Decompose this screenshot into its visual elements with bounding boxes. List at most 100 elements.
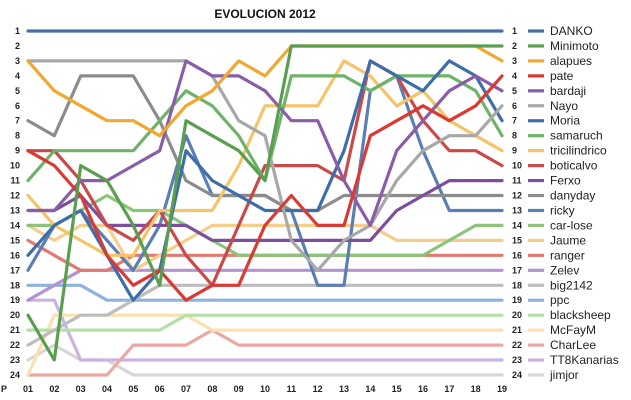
y-tick-right: 21 bbox=[512, 325, 522, 335]
x-tick: 05 bbox=[128, 384, 138, 394]
legend-item: Jaume bbox=[528, 233, 586, 247]
y-tick-right: 2 bbox=[512, 41, 517, 51]
y-tick-right: 4 bbox=[512, 71, 517, 81]
y-tick-left: 18 bbox=[10, 280, 20, 290]
legend-item: ppc bbox=[528, 293, 569, 307]
legend-label: Moria bbox=[550, 114, 580, 128]
legend-item: samaruch bbox=[528, 129, 603, 143]
legend-label: samaruch bbox=[550, 129, 603, 143]
legend-item: McFayM bbox=[528, 323, 596, 337]
y-tick-left: 11 bbox=[10, 176, 20, 186]
y-tick-right: 9 bbox=[512, 146, 517, 156]
x-tick: 13 bbox=[339, 384, 349, 394]
x-tick: 16 bbox=[418, 384, 428, 394]
y-tick-left: 2 bbox=[15, 41, 20, 51]
y-tick-right: 15 bbox=[512, 235, 522, 245]
y-tick-right: 11 bbox=[512, 176, 522, 186]
y-tick-right: 10 bbox=[512, 161, 522, 171]
legend-label: blacksheep bbox=[550, 308, 611, 322]
legend-label: boticalvo bbox=[550, 159, 598, 173]
y-tick-left: 9 bbox=[15, 146, 20, 156]
x-tick: 08 bbox=[207, 384, 217, 394]
x-tick: 04 bbox=[102, 384, 112, 394]
legend-label: Minimoto bbox=[550, 39, 599, 53]
series-line-car-lose bbox=[26, 193, 504, 257]
legend-item: Minimoto bbox=[528, 39, 599, 53]
legend-label: big2142 bbox=[550, 278, 593, 292]
x-tick: 17 bbox=[444, 384, 454, 394]
y-tick-left: 8 bbox=[15, 131, 20, 141]
series-line-charlee bbox=[26, 328, 504, 377]
legend-label: ranger bbox=[550, 248, 585, 262]
legend-label: CharLee bbox=[550, 338, 596, 352]
legend-label: Jaume bbox=[550, 233, 586, 247]
x-axis-prefix: P bbox=[1, 384, 7, 394]
series-line-nayo bbox=[26, 59, 504, 272]
y-tick-left: 20 bbox=[10, 310, 20, 320]
y-tick-left: 22 bbox=[10, 340, 20, 350]
x-tick: 19 bbox=[497, 384, 507, 394]
legend-label: ricky bbox=[550, 203, 575, 217]
y-tick-right: 8 bbox=[512, 131, 517, 141]
legend-label: Zelev bbox=[550, 263, 579, 277]
x-tick: 09 bbox=[234, 384, 244, 394]
legend-label: DANKO bbox=[550, 24, 593, 38]
y-tick-right: 24 bbox=[512, 370, 522, 380]
legend-label: Ferxo bbox=[550, 174, 581, 188]
y-tick-left: 16 bbox=[10, 250, 20, 260]
legend-item: DANKO bbox=[528, 24, 593, 38]
legend-item: ranger bbox=[528, 248, 585, 262]
y-tick-left: 5 bbox=[15, 86, 20, 96]
series-line-pate bbox=[26, 74, 504, 302]
y-tick-left: 4 bbox=[15, 71, 20, 81]
x-tick: 02 bbox=[49, 384, 59, 394]
legend-item: pate bbox=[528, 69, 574, 83]
series-line-ppc bbox=[26, 283, 504, 302]
y-tick-left: 23 bbox=[10, 355, 20, 365]
y-tick-right: 5 bbox=[512, 86, 517, 96]
legend-item: Moria bbox=[528, 114, 580, 128]
x-tick: 10 bbox=[260, 384, 270, 394]
y-tick-left: 6 bbox=[15, 101, 20, 111]
y-tick-left: 12 bbox=[10, 191, 20, 201]
legend-item: blacksheep bbox=[528, 308, 611, 322]
y-tick-right: 18 bbox=[512, 280, 522, 290]
y-tick-right: 19 bbox=[512, 295, 522, 305]
y-tick-left: 10 bbox=[10, 161, 20, 171]
series-line-tt8kanarias bbox=[26, 298, 504, 362]
y-tick-left: 13 bbox=[10, 205, 20, 215]
x-tick: 18 bbox=[471, 384, 481, 394]
legend-item: alapues bbox=[528, 54, 592, 68]
y-tick-left: 3 bbox=[15, 56, 20, 66]
y-tick-left: 15 bbox=[10, 235, 20, 245]
x-tick: 07 bbox=[181, 384, 191, 394]
y-tick-right: 17 bbox=[512, 265, 522, 275]
legend-item: tricilindrico bbox=[528, 144, 607, 158]
legend-label: tricilindrico bbox=[550, 144, 607, 158]
x-tick: 03 bbox=[76, 384, 86, 394]
legend-label: Nayo bbox=[550, 99, 578, 113]
y-tick-left: 24 bbox=[10, 370, 20, 380]
legend-label: pate bbox=[550, 69, 574, 83]
legend-item: Nayo bbox=[528, 99, 578, 113]
legend-item: car-lose bbox=[528, 218, 593, 232]
legend-item: ricky bbox=[528, 203, 575, 217]
x-axis: P 01 02 03 04 05 06 07 08 09 10 11 12 13 14 15 16 17 18 19 bbox=[1, 384, 507, 394]
y-tick-left: 21 bbox=[10, 325, 20, 335]
legend-item: jimjor bbox=[528, 368, 579, 382]
y-tick-right: 13 bbox=[512, 205, 522, 215]
y-tick-left: 14 bbox=[10, 220, 20, 230]
y-tick-right: 23 bbox=[512, 355, 522, 365]
series-line-big2142 bbox=[26, 283, 504, 347]
legend-item: big2142 bbox=[528, 278, 593, 292]
x-tick: 14 bbox=[365, 384, 375, 394]
legend: DANKOMinimotoalapuespatebardajiNayoMoria… bbox=[528, 24, 619, 382]
legend-label: bardaji bbox=[550, 84, 586, 98]
y-tick-right: 1 bbox=[512, 26, 517, 36]
y-tick-left: 17 bbox=[10, 265, 20, 275]
legend-item: TT8Kanarias bbox=[528, 353, 619, 367]
